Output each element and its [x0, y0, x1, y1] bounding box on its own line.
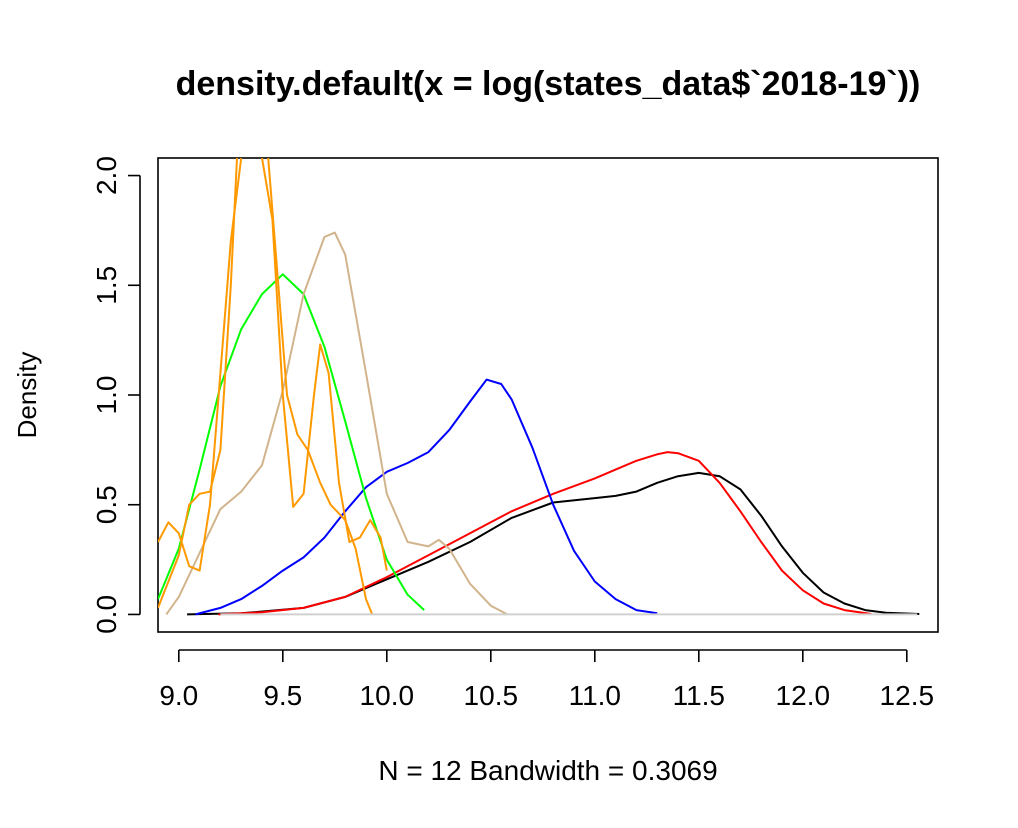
y-tick-label: 2.0 [91, 156, 122, 195]
y-axis-label: Density [12, 352, 42, 439]
x-tick-label: 10.0 [360, 680, 415, 711]
density-line-7 [261, 158, 388, 571]
x-axis: 9.0 9.5 10.0 10.5 11.0 11.5 12.0 12.5 [159, 649, 935, 711]
series-lines [158, 158, 920, 616]
density-line-1 [187, 471, 920, 616]
x-axis-label: N = 12 Bandwidth = 0.3069 [378, 755, 717, 786]
density-line-3 [195, 378, 658, 616]
plot-frame [157, 157, 939, 633]
density-line-6 [158, 158, 243, 572]
y-tick-label: 0.0 [91, 595, 122, 634]
y-tick-label: 1.0 [91, 376, 122, 415]
x-tick-label: 9.0 [159, 680, 198, 711]
density-line-8 [158, 158, 238, 609]
x-tick-label: 11.0 [569, 680, 621, 711]
x-tick-label: 9.5 [263, 680, 302, 711]
x-tick-label: 10.5 [464, 680, 519, 711]
x-tick-label: 12.5 [880, 680, 935, 711]
density-line-2 [218, 451, 872, 616]
y-tick-label: 1.5 [91, 266, 122, 305]
y-axis: 0.0 0.5 1.0 1.5 2.0 [91, 156, 141, 634]
chart-title: density.default(x = log(states_data$`201… [176, 65, 921, 103]
x-tick-label: 12.0 [776, 680, 831, 711]
density-line-5 [165, 231, 508, 616]
x-tick-label: 11.5 [673, 680, 725, 711]
y-tick-label: 0.5 [91, 485, 122, 524]
density-line-9 [267, 158, 374, 615]
